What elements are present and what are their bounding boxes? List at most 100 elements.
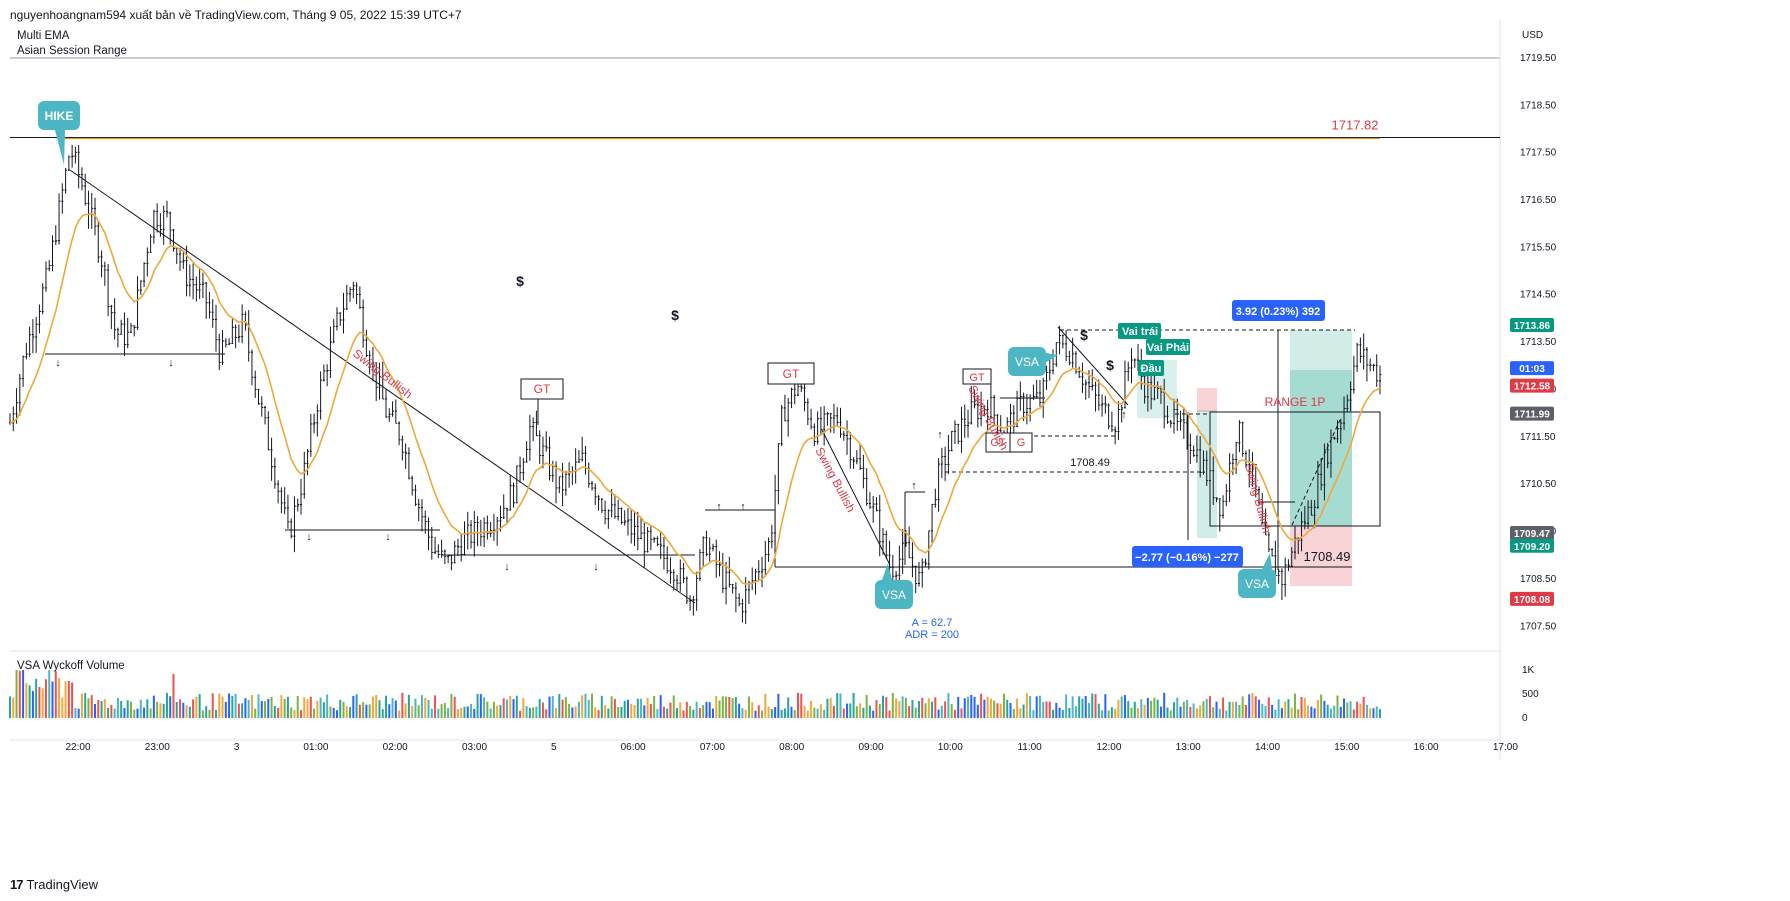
price-axis-labels[interactable]: 1713.86 01:03 1712.58 1711.99 1709.47 1709.20…	[1510, 318, 1554, 606]
left-shoulder-tag[interactable]: Vai trái	[1118, 323, 1161, 339]
volume-bar	[653, 695, 656, 718]
volume-bar	[463, 706, 466, 718]
volume-bar	[149, 708, 152, 718]
volume-bar	[604, 704, 607, 718]
volume-bar	[679, 702, 682, 718]
volume-bar	[692, 709, 695, 718]
volume-bar	[58, 678, 61, 718]
volume-bar	[231, 695, 234, 718]
volume-bar	[721, 696, 724, 718]
hike-callout[interactable]: HIKE	[38, 101, 80, 165]
x-tick-label: 02:00	[383, 742, 408, 753]
volume-bar	[852, 693, 855, 718]
volume-bar	[953, 709, 956, 718]
volume-bar	[1365, 704, 1368, 718]
volume-bar	[15, 670, 18, 718]
right-shoulder-tag[interactable]: Vai Phải	[1146, 339, 1190, 355]
volume-bar	[646, 697, 649, 718]
volume-bar	[1215, 701, 1218, 718]
volume-bar	[1375, 706, 1378, 718]
volume-bar	[342, 701, 345, 718]
vsa-label-3: VSA	[1245, 577, 1269, 591]
long-stop-zone[interactable]	[1290, 526, 1352, 586]
volume-bar	[571, 707, 574, 718]
volume-bar	[358, 704, 361, 718]
trendline-short[interactable]	[1057, 326, 1129, 406]
price-label: 1712.58	[1514, 382, 1551, 393]
volume-bar	[244, 698, 247, 718]
volume-bar	[90, 695, 93, 718]
indicator-vsa-volume[interactable]: VSA Wyckoff Volume	[17, 660, 125, 672]
volume-bar	[450, 693, 453, 718]
volume-bar	[921, 697, 924, 718]
volume-bar	[51, 681, 54, 718]
volume-bar	[1339, 706, 1342, 718]
volume-bar	[296, 695, 299, 718]
volume-bar	[470, 703, 473, 718]
vsa-callout-3[interactable]: VSA	[1238, 553, 1276, 598]
gt-box-3[interactable]: GT	[962, 368, 992, 385]
volume-bar	[747, 696, 750, 718]
volume-bar	[1006, 699, 1009, 718]
volume-bar	[888, 710, 891, 718]
volume-bar	[489, 708, 492, 718]
indicator-asian-session-range[interactable]: Asian Session Range	[17, 45, 127, 57]
x-tick-label: 01:00	[303, 742, 328, 753]
volume-bar	[783, 708, 786, 718]
volume-bar	[983, 699, 986, 718]
indicator-multi-ema[interactable]: Multi EMA	[17, 30, 70, 42]
volume-bar	[734, 697, 737, 718]
volume-bar	[270, 696, 273, 718]
volume-bar	[211, 693, 214, 718]
dollar-marker-4: $	[1106, 357, 1114, 373]
g-box[interactable]: G	[1009, 432, 1033, 453]
volume-bar	[326, 694, 329, 718]
volume-bar	[201, 710, 204, 718]
volume-bar	[247, 699, 250, 718]
volume-bar	[1218, 708, 1221, 718]
swing-bullish-label-4: Swing Bullish	[1242, 462, 1274, 535]
volume-bar	[1343, 698, 1346, 718]
long-profit-zone[interactable]	[1290, 330, 1352, 526]
tradingview-logo[interactable]: 17 TradingView	[10, 877, 98, 892]
volume-bar	[931, 701, 934, 718]
volume-bar	[146, 699, 149, 718]
x-axis[interactable]: 22:00 23:00 3 01:00 02:00 03:00 5 06:00 07:00 08:…	[65, 742, 1518, 753]
head-tag[interactable]: Đầu	[1138, 360, 1164, 376]
volume-bar	[1277, 699, 1280, 718]
price-label-bg	[1510, 378, 1554, 393]
volume-bar	[290, 707, 293, 718]
volume-bar	[1326, 704, 1329, 718]
volume-bar	[702, 705, 705, 718]
long-profit-zone-inner	[1290, 370, 1352, 526]
measure-up-badge[interactable]: 3.92 (0.23%) 392	[1232, 300, 1325, 321]
volume-bar	[1287, 699, 1290, 718]
ema-line[interactable]	[9, 212, 1381, 585]
trendline-mid[interactable]	[821, 429, 891, 566]
candlestick-series[interactable]	[9, 144, 1382, 625]
gt-box-1[interactable]: GT	[520, 378, 564, 425]
level-label-1717: 1717.82	[1332, 117, 1379, 132]
volume-bar	[672, 695, 675, 718]
gt-box-2[interactable]: GT	[767, 362, 815, 385]
measure-down-badge[interactable]: −2.77 (−0.16%) −277	[1132, 546, 1243, 567]
vsa-callout-2[interactable]: VSA	[1008, 347, 1058, 376]
volume-bar	[182, 702, 185, 718]
y-tick-label: 1710.50	[1520, 479, 1557, 490]
volume-bar	[1251, 693, 1254, 718]
volume-histogram[interactable]	[9, 670, 1381, 718]
volume-bar	[1186, 699, 1189, 718]
vsa-callout-1[interactable]: VSA	[875, 563, 913, 609]
volume-bar	[1045, 701, 1048, 718]
volume-bar	[666, 708, 669, 718]
short-zone-red[interactable]	[1197, 388, 1217, 412]
volume-bar	[999, 703, 1002, 718]
volume-bar	[1002, 693, 1005, 718]
volume-bar	[610, 696, 613, 718]
volume-bar	[1274, 709, 1277, 718]
volume-bar	[898, 701, 901, 718]
volume-bar	[970, 694, 973, 718]
volume-bar	[662, 706, 665, 718]
volume-bar	[738, 703, 741, 718]
